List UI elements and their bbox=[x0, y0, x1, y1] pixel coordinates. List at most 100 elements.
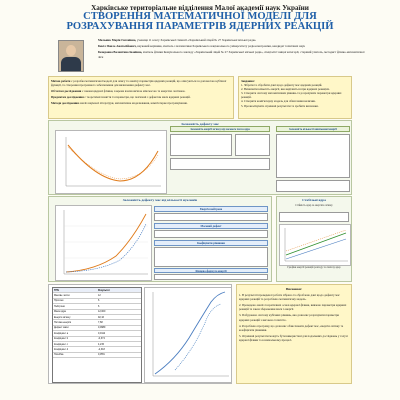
institution-title: Харківське територіальне відділення Мало… bbox=[91, 4, 309, 12]
nucleon-graph-svg bbox=[63, 210, 148, 275]
row-value: 7,68 bbox=[98, 321, 103, 325]
table-row: Енергія зв'язку 92,16 bbox=[53, 315, 141, 321]
defect-sub2-label: Залежність кількості вивільненої енергії bbox=[276, 126, 350, 132]
subject-label: Предметом дослідження bbox=[51, 95, 84, 100]
author-3: Безкровна Валентина Іванівна, вчитель фі… bbox=[98, 50, 368, 59]
authors-block: Мельник Марія Євгенівна, учениця 11 клас… bbox=[98, 38, 368, 61]
result-graph bbox=[144, 287, 232, 383]
defect-graph-left bbox=[55, 130, 167, 194]
conclusions-title: Висновки: bbox=[285, 287, 303, 291]
row-value: 6 bbox=[98, 299, 100, 303]
coefficients-label: Коефіцієнти рівняння bbox=[154, 240, 268, 246]
author-2: Бекіл Павло Анатолійович, науковий керів… bbox=[98, 44, 368, 49]
data-table-header: TPN Результат bbox=[53, 288, 141, 294]
row-value: 0,0112 bbox=[98, 331, 106, 335]
task-1: 1. Зібрати та обробити дані щодо дефекту… bbox=[241, 83, 323, 88]
subject-item: Предметом дослідження є теоретичні понят… bbox=[51, 95, 231, 99]
row-label: Дефект маси bbox=[54, 326, 69, 330]
table-caption: Графіки енергії реакцій розпаду та синте… bbox=[287, 266, 341, 269]
author-2-name: Бекіл Павло Анатолійович, bbox=[98, 44, 137, 49]
goal-item: Метою роботи є розробка математичної мод… bbox=[51, 79, 231, 87]
row-label: Масове число bbox=[54, 294, 70, 298]
table-row: Коефіцієнт a 0,0112 bbox=[53, 331, 141, 337]
table-row: Коефіцієнт b -0,374 bbox=[53, 337, 141, 342]
goal-label: Метою роботи bbox=[51, 79, 71, 83]
row-label: Коефіцієнт c bbox=[54, 342, 68, 346]
table-row: Маса ядра 12,000 bbox=[53, 310, 141, 315]
conclusions-panel: Висновки: 1. В результаті проведеної роб… bbox=[236, 284, 352, 384]
data-table-header-left: TPN bbox=[54, 288, 59, 292]
row-value: 12 bbox=[98, 294, 101, 298]
formula-block-4 bbox=[276, 134, 350, 178]
row-label: Енергія зв'язку bbox=[54, 315, 71, 319]
energy-label: Енергія нейтрона bbox=[154, 206, 268, 212]
formula-block-2 bbox=[235, 134, 270, 156]
intro-panel: Метою роботи є розробка математичної мод… bbox=[48, 76, 234, 119]
stability-graph-svg bbox=[284, 228, 348, 262]
defect-section-title: Залежність дефекту мас bbox=[181, 122, 219, 126]
goal-text: є розробка математичної моделі для опису… bbox=[51, 79, 227, 88]
table-row: Коефіцієнт d -2,318 bbox=[53, 347, 141, 353]
methods-label: Методи дослідження bbox=[51, 101, 79, 106]
formula-block-1 bbox=[170, 134, 232, 156]
photo-suit bbox=[61, 57, 81, 71]
methods-item: Методи дослідження аналіз наукової літер… bbox=[51, 101, 231, 105]
table-section-note: Стійкість ядер за енергією зв'язку bbox=[295, 204, 333, 208]
author-3-name: Безкровна Валентина Іванівна, bbox=[98, 50, 143, 55]
table-section-title: Стабільні ядра bbox=[302, 198, 326, 202]
data-table-header-right: Результат bbox=[98, 288, 110, 292]
table-row: Масове число 12 bbox=[53, 293, 141, 299]
final-label: Кінцева формула енергії bbox=[154, 268, 268, 273]
row-value: 0,05% bbox=[98, 353, 105, 357]
table-row: Питома енергія 7,68 bbox=[53, 320, 141, 326]
author-1-info: учениця 11 класу Харківської гімназії «Х… bbox=[136, 38, 256, 42]
subject-text: є теоретичні поняття та параметри, що по… bbox=[84, 95, 191, 100]
mass-label: Масовий дефект bbox=[154, 223, 268, 229]
conclusion-2: 2. Проведено аналіз теоретичних основ яд… bbox=[239, 303, 347, 312]
tasks-title: Завдання: bbox=[241, 79, 255, 83]
formula-final bbox=[154, 274, 268, 280]
poster-title-line2: РОЗРАХУВАННЯ ПАРАМЕТРІВ ЯДЕРНИХ РЕАКЦІЙ bbox=[66, 21, 334, 32]
formula-block-5 bbox=[276, 180, 350, 192]
formula-coefficients bbox=[154, 247, 268, 267]
data-table: TPN Результат Масове число 12 Протони 6 Не… bbox=[52, 287, 142, 383]
row-label: Нейтрони bbox=[54, 304, 65, 308]
formula-block-3 bbox=[170, 158, 270, 170]
object-label: Об'єктом дослідження bbox=[51, 89, 82, 94]
author-1: Мельник Марія Євгенівна, учениця 11 клас… bbox=[98, 38, 368, 43]
task-2: 2. Визначити кількість енергії, яка виді… bbox=[241, 87, 330, 92]
row-value: 92,16 bbox=[98, 315, 104, 319]
task-3: 3. Створити систему математичних рівнянь… bbox=[241, 91, 342, 100]
table-row: Похибка 0,05% bbox=[53, 353, 141, 359]
row-label: Питома енергія bbox=[54, 321, 72, 325]
photo-head bbox=[66, 45, 76, 56]
conclusion-5: 5. Отримані результати можуть бути викор… bbox=[239, 333, 348, 342]
row-label: Коефіцієнт b bbox=[54, 337, 69, 341]
task-4: 4. Створити комп'ютерну модель для обчис… bbox=[241, 99, 316, 104]
tasks-panel: Завдання: 1. Зібрати та обробити дані що… bbox=[238, 76, 352, 119]
conclusion-1: 1. В результаті проведеної роботи зібран… bbox=[239, 293, 340, 302]
row-value: -0,374 bbox=[98, 337, 105, 341]
middle-section-title: Залежність дефекту мас від кількості нук… bbox=[122, 198, 198, 202]
defect-sub1-label: Залежність енергії зв'язку від масового … bbox=[170, 126, 270, 132]
poster-title-line1: СТВОРЕННЯ МАТЕМАТИЧНОЇ МОДЕЛІ ДЛЯ bbox=[83, 11, 317, 22]
nucleon-graph bbox=[55, 205, 152, 281]
task-5: 5. Проаналізувати отримані результати та… bbox=[241, 103, 319, 108]
methods-text: аналіз наукової літератури, математичне … bbox=[79, 101, 188, 106]
author-3-info: вчитель фізики Комунального закладу «Хар… bbox=[98, 50, 365, 59]
author-2-info: науковий керівник, вчитель з математики … bbox=[137, 44, 306, 49]
row-value: 0,0989 bbox=[98, 326, 106, 330]
result-graph-svg bbox=[152, 291, 229, 377]
author-1-name: Мельник Марія Євгенівна, bbox=[98, 38, 137, 42]
row-value: 6 bbox=[98, 304, 100, 308]
conclusion-3: 3. Побудовано систему кубічних рівнянь, … bbox=[239, 313, 339, 322]
object-item: Об'єктом дослідження є закони ядерної фі… bbox=[51, 89, 231, 93]
author-photo bbox=[58, 40, 84, 72]
conclusion-4: 4. Розроблено програму, що дозволяє обчи… bbox=[239, 323, 344, 332]
table-row: Нейтрони 6 bbox=[53, 304, 141, 310]
defect-graph-left-svg bbox=[56, 131, 166, 193]
stability-graph bbox=[279, 224, 351, 266]
row-label: Похибка bbox=[54, 353, 64, 357]
table-row: Коефіцієнт c 4,215 bbox=[53, 342, 141, 348]
